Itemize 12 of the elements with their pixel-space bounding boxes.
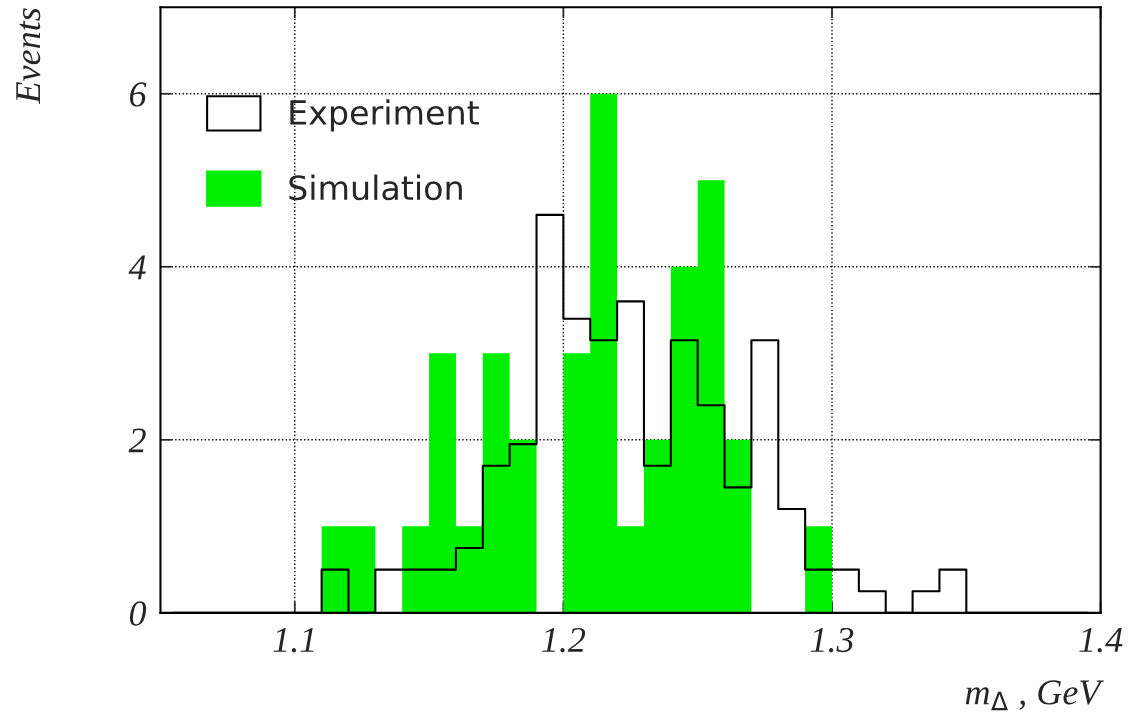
x-axis-title: m$_{Δ}$ , GeV (965, 680, 1104, 711)
legend-label: Experiment (290, 99, 479, 132)
y-axis-title: Events (16, 8, 41, 104)
y-tick-label: 6 (129, 82, 147, 107)
x-tick-label: 1.1 (273, 627, 314, 653)
x-tick-label: 1.3 (810, 627, 854, 653)
x-tick-label: 1.2 (542, 627, 586, 653)
y-tick-label: 4 (128, 255, 146, 280)
y-tick-label: 0 (129, 601, 147, 626)
legend-label: Simulation (289, 174, 462, 201)
x-tick-label: 1.4 (1079, 627, 1123, 653)
y-tick-label: 2 (128, 428, 146, 453)
